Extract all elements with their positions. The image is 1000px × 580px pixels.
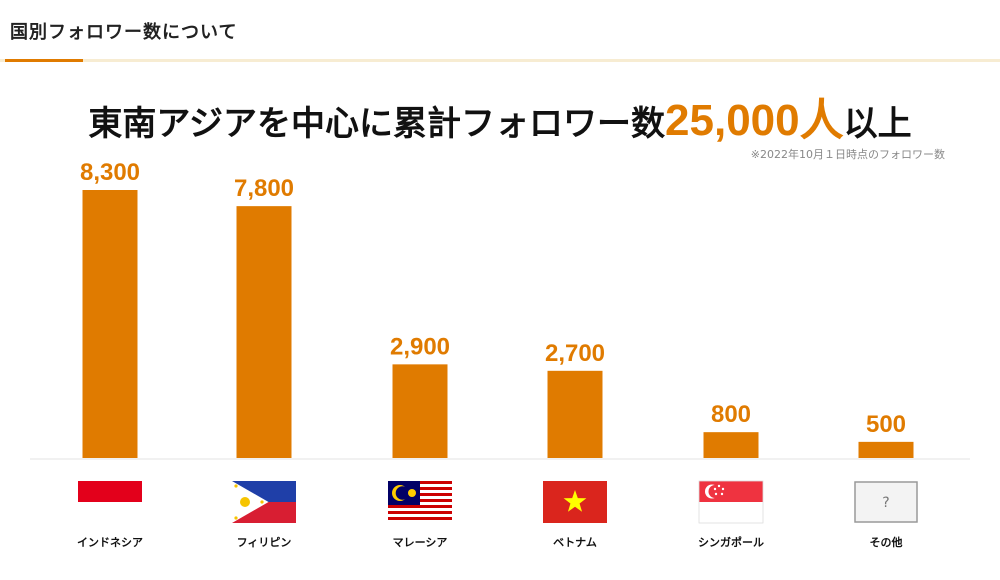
value-label: 7,800: [234, 175, 294, 202]
category-label: ベトナム: [553, 536, 597, 549]
bar: [236, 206, 292, 458]
unknown-flag: ?: [854, 481, 918, 523]
section-title: 国別フォロワー数について: [10, 22, 238, 43]
header-divider: [0, 59, 1000, 62]
category-label: フィリピン: [237, 536, 292, 549]
bar: [82, 190, 138, 458]
bar: [547, 370, 603, 458]
category-label: その他: [870, 535, 903, 549]
value-label: 2,900: [390, 333, 450, 360]
category-label: シンガポール: [698, 535, 764, 549]
section-header: 国別フォロワー数について: [0, 0, 1000, 62]
headline: 東南アジアを中心に累計フォロワー数25,000人以上: [0, 84, 1000, 148]
value-label: 800: [711, 401, 751, 428]
headline-suffix: 以上: [843, 104, 912, 144]
bar: [392, 364, 448, 458]
bar: [858, 441, 914, 458]
value-label: 8,300: [80, 159, 140, 186]
header-accent-bar: [5, 59, 83, 62]
category-label: マレーシア: [393, 536, 448, 549]
headline-prefix: 東南アジアを中心に累計フォロワー数: [88, 104, 666, 144]
category-label: インドネシア: [77, 536, 143, 549]
date-note: ※2022年10月１日時点のフォロワー数: [750, 148, 945, 161]
bar: [703, 432, 759, 458]
unknown-flag-mark: ?: [882, 495, 889, 511]
singapore-flag: [698, 480, 764, 524]
headline-highlight: 25,000人: [665, 96, 844, 145]
malaysia-flag: [388, 481, 452, 523]
value-label: 500: [866, 411, 906, 438]
philippines-flag: [232, 481, 296, 523]
vietnam-flag: [543, 481, 607, 523]
value-label: 2,700: [545, 340, 605, 367]
indonesia-flag: [78, 481, 142, 523]
